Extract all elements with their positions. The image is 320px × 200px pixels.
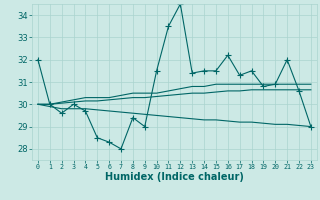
X-axis label: Humidex (Indice chaleur): Humidex (Indice chaleur): [105, 172, 244, 182]
